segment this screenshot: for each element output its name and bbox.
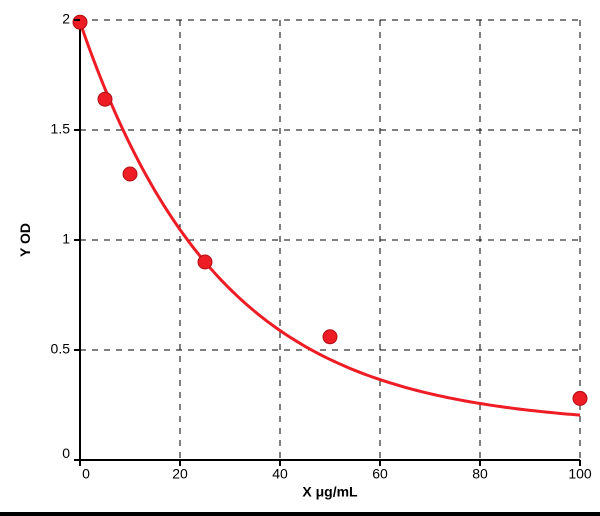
data-point — [323, 330, 337, 344]
data-point — [123, 167, 137, 181]
x-tick-label: 80 — [472, 465, 488, 481]
y-tick-label: 0 — [62, 445, 70, 461]
y-tick-label: 0.5 — [51, 341, 71, 357]
data-point — [573, 391, 587, 405]
data-point — [98, 92, 112, 106]
standard-curve-chart: 0 20 40 60 80 100 0 0.5 1 1.5 2 X μg/mL Y OD — [0, 0, 600, 516]
y-tick-label: 1 — [62, 231, 70, 247]
x-tick-label: 40 — [272, 465, 288, 481]
data-point — [73, 15, 87, 29]
x-tick-label: 20 — [172, 465, 188, 481]
y-tick-label: 1.5 — [51, 121, 71, 137]
plot-background — [0, 0, 600, 516]
x-tick-label: 0 — [82, 465, 90, 481]
x-tick-label: 60 — [372, 465, 388, 481]
x-tick-label: 100 — [568, 465, 592, 481]
data-point — [198, 255, 212, 269]
x-axis-label: X μg/mL — [302, 483, 358, 499]
y-axis-label: Y OD — [17, 223, 33, 257]
y-tick-label: 2 — [62, 11, 70, 27]
